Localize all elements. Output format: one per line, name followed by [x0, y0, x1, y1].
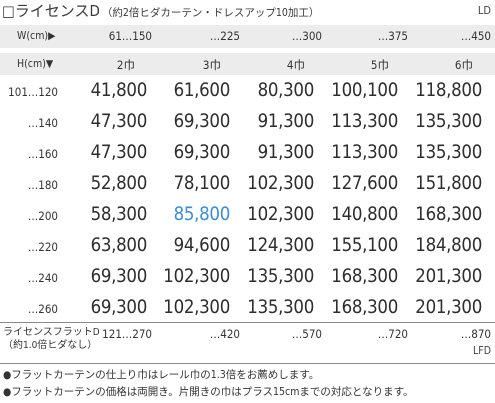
price-cell: 47,300: [90, 111, 148, 132]
row-height-label: …200: [27, 209, 58, 223]
price-cell: 102,300: [163, 297, 230, 318]
row-height-label: …260: [27, 302, 58, 316]
price-cell: 127,600: [331, 173, 398, 194]
price-cell: 135,300: [247, 297, 314, 318]
flat-width-cell: 121…270: [102, 327, 152, 341]
row-height-label: …160: [27, 147, 58, 161]
panel-count-cell: 5巾: [370, 58, 389, 72]
height-header-label: H(cm)▼: [17, 58, 54, 70]
price-cell: 69,300: [173, 111, 231, 132]
price-cell: 102,300: [247, 204, 314, 225]
price-cell: 201,300: [415, 266, 482, 287]
price-cell: 102,300: [163, 266, 230, 287]
price-cell: 135,300: [247, 266, 314, 287]
price-cell: 52,800: [90, 173, 148, 194]
price-cell: 140,800: [331, 204, 398, 225]
price-cell: 118,800: [415, 80, 482, 101]
width-header-cell: …450: [460, 29, 491, 43]
table-divider: [0, 322, 495, 323]
panel-count-cell: 4巾: [286, 58, 305, 72]
row-height-label: …180: [27, 178, 58, 192]
price-cell: 168,300: [415, 204, 482, 225]
price-cell: 151,800: [415, 173, 482, 194]
price-cell: 135,300: [415, 111, 482, 132]
price-cell: 113,300: [331, 142, 398, 163]
price-cell: 47,300: [90, 142, 148, 163]
width-header-cell: …300: [291, 29, 322, 43]
price-cell: 69,300: [90, 266, 148, 287]
price-cell: 201,300: [415, 297, 482, 318]
row-height-label: …240: [27, 271, 58, 285]
flat-width-cell: …870: [460, 327, 491, 341]
width-header-cell: …225: [209, 29, 240, 43]
row-height-label: …140: [27, 116, 58, 130]
price-cell: 184,800: [415, 235, 482, 256]
flat-width-cell: …420: [209, 327, 240, 341]
flat-product-code: LFD: [473, 345, 491, 357]
panel-count-cell: 6巾: [454, 58, 473, 72]
panel-count-cell: 2巾: [116, 58, 135, 72]
price-cell: 78,100: [173, 173, 231, 194]
width-header-cell: …375: [377, 29, 408, 43]
page-title: □ライセンスD （約2倍ヒダカーテン・ドレスアップ10加工）: [2, 2, 319, 22]
flat-curtain-label: ライセンスフラットD （約1.0倍ヒダなし）: [3, 326, 100, 352]
product-name: □ライセンスD: [2, 2, 100, 20]
price-cell: 80,300: [257, 80, 315, 101]
price-cell: 168,300: [331, 297, 398, 318]
price-cell: 69,300: [90, 297, 148, 318]
product-subtitle: （約2倍ヒダカーテン・ドレスアップ10加工）: [101, 7, 320, 19]
width-header-cell: 61…150: [108, 29, 152, 43]
flat-width-cell: …720: [377, 327, 408, 341]
price-cell: 94,600: [173, 235, 231, 256]
flat-curtain-note: （約1.0倍ヒダなし）: [3, 340, 98, 351]
price-cell: 168,300: [331, 266, 398, 287]
height-header-band: [0, 53, 495, 75]
price-cell: 91,300: [257, 142, 315, 163]
price-cell: 85,800: [173, 204, 231, 225]
product-code: LD: [477, 4, 491, 17]
row-height-label: …220: [27, 240, 58, 254]
price-cell: 155,100: [331, 235, 398, 256]
note-line: ●フラットカーテンの価格は両開き。片開きの巾はプラス15cmまでの対応となります…: [3, 386, 414, 398]
price-cell: 135,300: [415, 142, 482, 163]
table-bottom-border: [0, 363, 495, 364]
price-cell: 102,300: [247, 173, 314, 194]
row-height-label: 101…120: [8, 85, 58, 99]
price-cell: 100,100: [331, 80, 398, 101]
price-cell: 61,600: [173, 80, 231, 101]
width-header-band: [0, 25, 495, 48]
price-cell: 91,300: [257, 111, 315, 132]
price-cell: 58,300: [90, 204, 148, 225]
price-cell: 41,800: [90, 80, 148, 101]
panel-count-cell: 3巾: [202, 58, 221, 72]
width-header-label: W(cm)▶: [17, 30, 56, 42]
flat-width-cell: …570: [291, 327, 322, 341]
flat-curtain-name: ライセンスフラットD: [3, 327, 100, 338]
price-cell: 113,300: [331, 111, 398, 132]
price-cell: 69,300: [173, 142, 231, 163]
price-cell: 63,800: [90, 235, 148, 256]
price-cell: 124,300: [247, 235, 314, 256]
note-line: ●フラットカーテンの仕上り巾はレール巾の1.3倍をお薦めします。: [3, 369, 320, 381]
